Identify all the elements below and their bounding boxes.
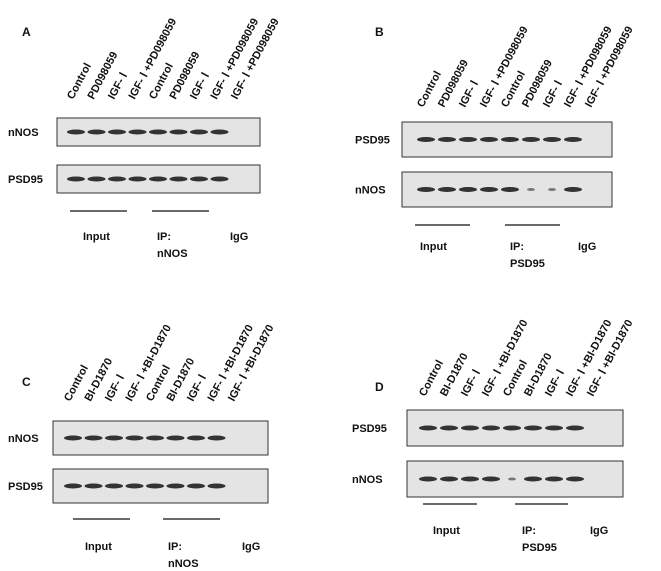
band bbox=[146, 435, 164, 441]
lane-label: IGF- Ⅰ bbox=[459, 368, 483, 399]
band bbox=[149, 176, 167, 182]
blot-label: PSD95 bbox=[352, 423, 387, 435]
band bbox=[524, 425, 542, 431]
group-label: IP: bbox=[157, 231, 171, 243]
band bbox=[84, 435, 103, 441]
blot-label: PSD95 bbox=[8, 174, 43, 186]
band bbox=[501, 187, 519, 192]
blot-label: nNOS bbox=[355, 185, 386, 197]
band bbox=[417, 187, 435, 192]
band bbox=[128, 129, 147, 135]
band bbox=[146, 483, 164, 489]
band bbox=[545, 425, 563, 431]
blot-label: nNOS bbox=[8, 127, 39, 139]
band bbox=[169, 129, 188, 135]
group-label: IP: bbox=[168, 541, 182, 553]
band bbox=[438, 187, 456, 192]
band bbox=[187, 483, 205, 489]
panel-letter: D bbox=[375, 380, 384, 394]
band bbox=[84, 483, 103, 489]
band bbox=[459, 187, 477, 192]
group-label: IgG bbox=[578, 241, 596, 253]
group-label: nNOS bbox=[157, 248, 188, 260]
band bbox=[480, 137, 498, 142]
band bbox=[128, 176, 147, 182]
band bbox=[440, 476, 458, 482]
group-label: Input bbox=[420, 241, 447, 253]
panel-letter: A bbox=[22, 25, 31, 39]
band bbox=[566, 425, 584, 431]
group-label: IP: bbox=[522, 525, 536, 537]
band bbox=[169, 176, 188, 182]
band bbox=[548, 188, 556, 191]
blot-label: PSD95 bbox=[8, 481, 43, 493]
band bbox=[190, 176, 208, 182]
band bbox=[566, 476, 584, 482]
band bbox=[125, 435, 144, 441]
band bbox=[527, 188, 535, 191]
panel-letter: C bbox=[22, 375, 31, 389]
lane-label: IGF- Ⅰ bbox=[541, 79, 565, 110]
band bbox=[149, 129, 167, 135]
band bbox=[482, 425, 500, 431]
band bbox=[564, 187, 582, 192]
band bbox=[438, 137, 456, 142]
band bbox=[64, 435, 82, 441]
lane-label: IGF- Ⅰ bbox=[543, 368, 567, 399]
group-label: Input bbox=[85, 541, 112, 553]
group-label: IgG bbox=[590, 525, 608, 537]
band bbox=[87, 176, 106, 182]
band bbox=[419, 476, 437, 482]
band bbox=[187, 435, 205, 441]
band bbox=[105, 435, 123, 441]
group-label: PSD95 bbox=[510, 258, 545, 270]
band bbox=[501, 137, 519, 142]
band bbox=[503, 425, 521, 431]
band bbox=[108, 176, 126, 182]
band bbox=[108, 129, 126, 135]
lane-label: IGF- Ⅰ bbox=[457, 79, 481, 110]
band bbox=[508, 477, 516, 481]
band bbox=[440, 425, 458, 431]
blot-label: nNOS bbox=[8, 433, 39, 445]
band bbox=[67, 129, 85, 135]
band bbox=[461, 476, 479, 482]
band bbox=[210, 129, 229, 135]
band bbox=[543, 137, 561, 142]
band bbox=[524, 476, 542, 482]
band bbox=[461, 425, 479, 431]
band bbox=[459, 137, 477, 142]
group-label: IgG bbox=[230, 231, 248, 243]
band bbox=[166, 483, 185, 489]
band bbox=[105, 483, 123, 489]
band bbox=[207, 483, 226, 489]
band bbox=[480, 187, 498, 192]
band bbox=[417, 137, 435, 142]
band bbox=[419, 425, 437, 431]
band bbox=[190, 129, 208, 135]
band bbox=[125, 483, 144, 489]
band bbox=[564, 137, 582, 142]
panel-letter: B bbox=[375, 25, 384, 39]
band bbox=[64, 483, 82, 489]
band bbox=[210, 176, 229, 182]
band bbox=[207, 435, 226, 441]
blot-label: nNOS bbox=[352, 474, 383, 486]
group-label: PSD95 bbox=[522, 542, 557, 554]
band bbox=[87, 129, 106, 135]
group-label: Input bbox=[83, 231, 110, 243]
band bbox=[522, 137, 540, 142]
band bbox=[166, 435, 185, 441]
group-label: nNOS bbox=[168, 558, 199, 570]
group-label: IP: bbox=[510, 241, 524, 253]
group-label: Input bbox=[433, 525, 460, 537]
band bbox=[482, 476, 500, 482]
group-label: IgG bbox=[242, 541, 260, 553]
band bbox=[545, 476, 563, 482]
band bbox=[67, 176, 85, 182]
blot-label: PSD95 bbox=[355, 135, 390, 147]
